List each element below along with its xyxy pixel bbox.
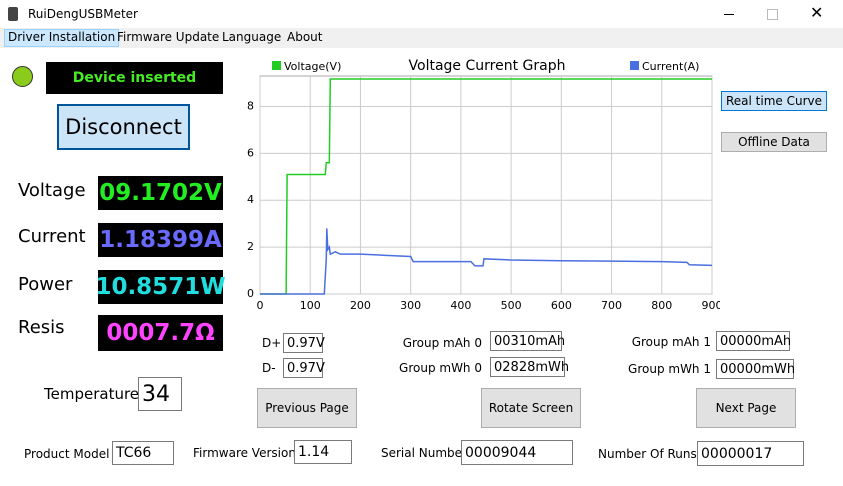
footer-label: Serial Number xyxy=(381,446,467,460)
footer-value: TC66 xyxy=(112,441,174,465)
footer-label: Number Of Runs xyxy=(598,447,697,461)
x-tick-label: 900 xyxy=(702,299,721,312)
footer-value: 00009044 xyxy=(461,440,573,465)
footer-value: 00000017 xyxy=(697,441,804,466)
plot-area xyxy=(259,75,713,295)
field-value: 02828mWh xyxy=(490,357,569,377)
field-value: 00000mWh xyxy=(716,359,795,379)
field-label: D+ xyxy=(262,336,282,350)
x-tick-label: 100 xyxy=(300,299,321,312)
temperature-value: 34 xyxy=(138,377,182,411)
x-tick-label: 300 xyxy=(400,299,421,312)
field-label: D- xyxy=(262,361,276,375)
legend-swatch xyxy=(630,61,639,70)
y-tick-label: 4 xyxy=(247,193,254,206)
footer-label: Firmware Version xyxy=(193,446,296,460)
reading-value: 1.18399A xyxy=(98,223,223,257)
reading-label: Power xyxy=(18,274,73,295)
close[interactable]: ✕ xyxy=(810,3,824,22)
x-tick-label: 200 xyxy=(350,299,371,312)
maximize[interactable] xyxy=(767,9,778,20)
page-button[interactable]: Previous Page xyxy=(257,388,357,428)
disconnect-button[interactable]: Disconnect xyxy=(57,104,190,150)
x-tick-label: 400 xyxy=(450,299,471,312)
legend-label: Current(A) xyxy=(642,60,699,73)
field-value: 0.97V xyxy=(283,333,325,353)
x-tick-label: 800 xyxy=(651,299,672,312)
footer-value: 1.14 xyxy=(294,440,352,464)
menu-item[interactable]: Firmware Update xyxy=(117,30,220,44)
reading-value: 09.1702V xyxy=(98,176,223,210)
field-value: 00310mAh xyxy=(490,331,565,351)
temperature-label: Temperature xyxy=(44,385,140,403)
menu-bar xyxy=(0,28,843,48)
field-label: Group mWh 1 xyxy=(628,362,711,376)
chart: Voltage Current Graph 0 100 200 300 400 500 60… xyxy=(247,58,721,312)
title-bar xyxy=(0,0,843,28)
chart-title: Voltage Current Graph xyxy=(409,58,566,74)
menu-item[interactable]: Driver Installation xyxy=(4,29,120,47)
footer-label: Product Model xyxy=(24,447,110,461)
field-value: 00000mAh xyxy=(716,331,791,351)
legend-swatch xyxy=(272,61,281,70)
view-button[interactable]: Offline Data xyxy=(721,132,827,152)
x-tick-label: 700 xyxy=(601,299,622,312)
menu-item[interactable]: About xyxy=(287,30,323,44)
field-label: Group mAh 0 xyxy=(402,336,482,350)
status-led xyxy=(12,66,33,87)
y-tick-label: 6 xyxy=(247,146,254,159)
app-icon xyxy=(8,7,18,21)
series-line xyxy=(260,78,712,295)
field-label: Group mAh 1 xyxy=(631,335,711,349)
window-title: RuiDengUSBMeter xyxy=(28,7,138,21)
page-button[interactable]: Rotate Screen xyxy=(481,388,581,428)
legend-label: Voltage(V) xyxy=(284,60,341,73)
x-tick-label: 600 xyxy=(551,299,572,312)
menu-item[interactable]: Language xyxy=(222,30,282,44)
field-value: 0.97V xyxy=(283,358,325,378)
y-tick-label: 0 xyxy=(247,287,254,300)
minimize[interactable] xyxy=(724,14,734,15)
x-tick-label: 0 xyxy=(257,299,264,312)
reading-value: 0007.7Ω xyxy=(98,315,223,351)
page-button[interactable]: Next Page xyxy=(696,388,796,428)
reading-label: Current xyxy=(18,226,86,247)
series-line xyxy=(260,228,713,295)
y-tick-label: 8 xyxy=(247,99,254,112)
reading-label: Voltage xyxy=(18,180,86,201)
reading-label: Resis xyxy=(18,317,65,338)
x-tick-label: 500 xyxy=(501,299,522,312)
status-text: Device inserted xyxy=(46,62,223,94)
field-label: Group mWh 0 xyxy=(399,361,482,375)
view-button[interactable]: Real time Curve xyxy=(721,91,827,111)
reading-value: 10.8571W xyxy=(95,270,226,304)
y-tick-label: 2 xyxy=(247,240,254,253)
